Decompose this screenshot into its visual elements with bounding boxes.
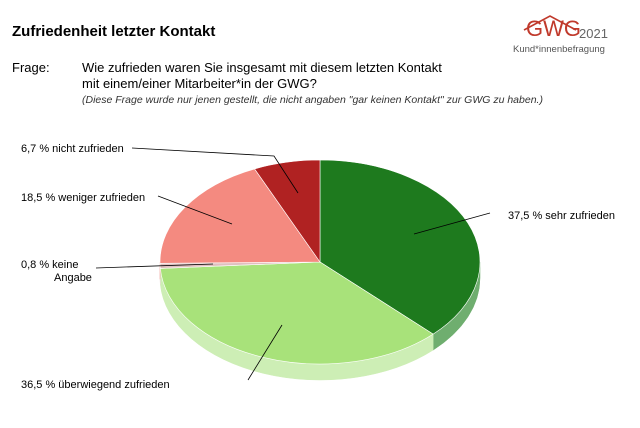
logo-roof-icon bbox=[523, 15, 577, 31]
gwg-logo: GWG 2021 Kund*innenbefragung bbox=[506, 15, 626, 58]
leader-line-2 bbox=[95, 263, 214, 269]
question-text: Wie zufrieden waren Sie insgesamt mit di… bbox=[82, 60, 502, 92]
slice-label-0: 37,5 % sehr zufrieden bbox=[508, 210, 615, 222]
pie-slice-1 bbox=[159, 261, 434, 365]
question-note: (Diese Frage wurde nur jenen gestellt, d… bbox=[82, 94, 543, 106]
slice-label-1: 36,5 % überwiegend zufrieden bbox=[21, 379, 170, 391]
slice-label-2-line2: Angabe bbox=[54, 272, 92, 284]
logo-subtitle: Kund*innenbefragung bbox=[513, 44, 605, 55]
logo-text: GWG bbox=[526, 16, 581, 41]
question-label: Frage: bbox=[12, 60, 50, 75]
leader-line-3 bbox=[157, 195, 233, 225]
pie-slice-3 bbox=[159, 168, 321, 264]
slice-label-4: 6,7 % nicht zufrieden bbox=[21, 143, 124, 155]
leader-line-0 bbox=[413, 212, 491, 235]
leader-line-1 bbox=[247, 324, 283, 381]
pie-slice-4 bbox=[254, 159, 321, 263]
slice-label-2: 0,8 % keine bbox=[21, 259, 78, 271]
pie-labels: 37,5 % sehr zufrieden 36,5 % überwiegend … bbox=[21, 143, 615, 391]
pie-slices bbox=[159, 159, 481, 365]
slice-label-3: 18,5 % weniger zufrieden bbox=[21, 192, 145, 204]
question-line-1: Wie zufrieden waren Sie insgesamt mit di… bbox=[82, 60, 442, 75]
chart-title: Zufriedenheit letzter Kontakt bbox=[12, 23, 216, 40]
pie-slice-0 bbox=[319, 159, 481, 335]
leader-line-4 bbox=[131, 147, 299, 194]
logo-year: 2021 bbox=[579, 26, 608, 41]
question-line-2: mit einem/einer Mitarbeiter*in der GWG? bbox=[82, 76, 317, 91]
